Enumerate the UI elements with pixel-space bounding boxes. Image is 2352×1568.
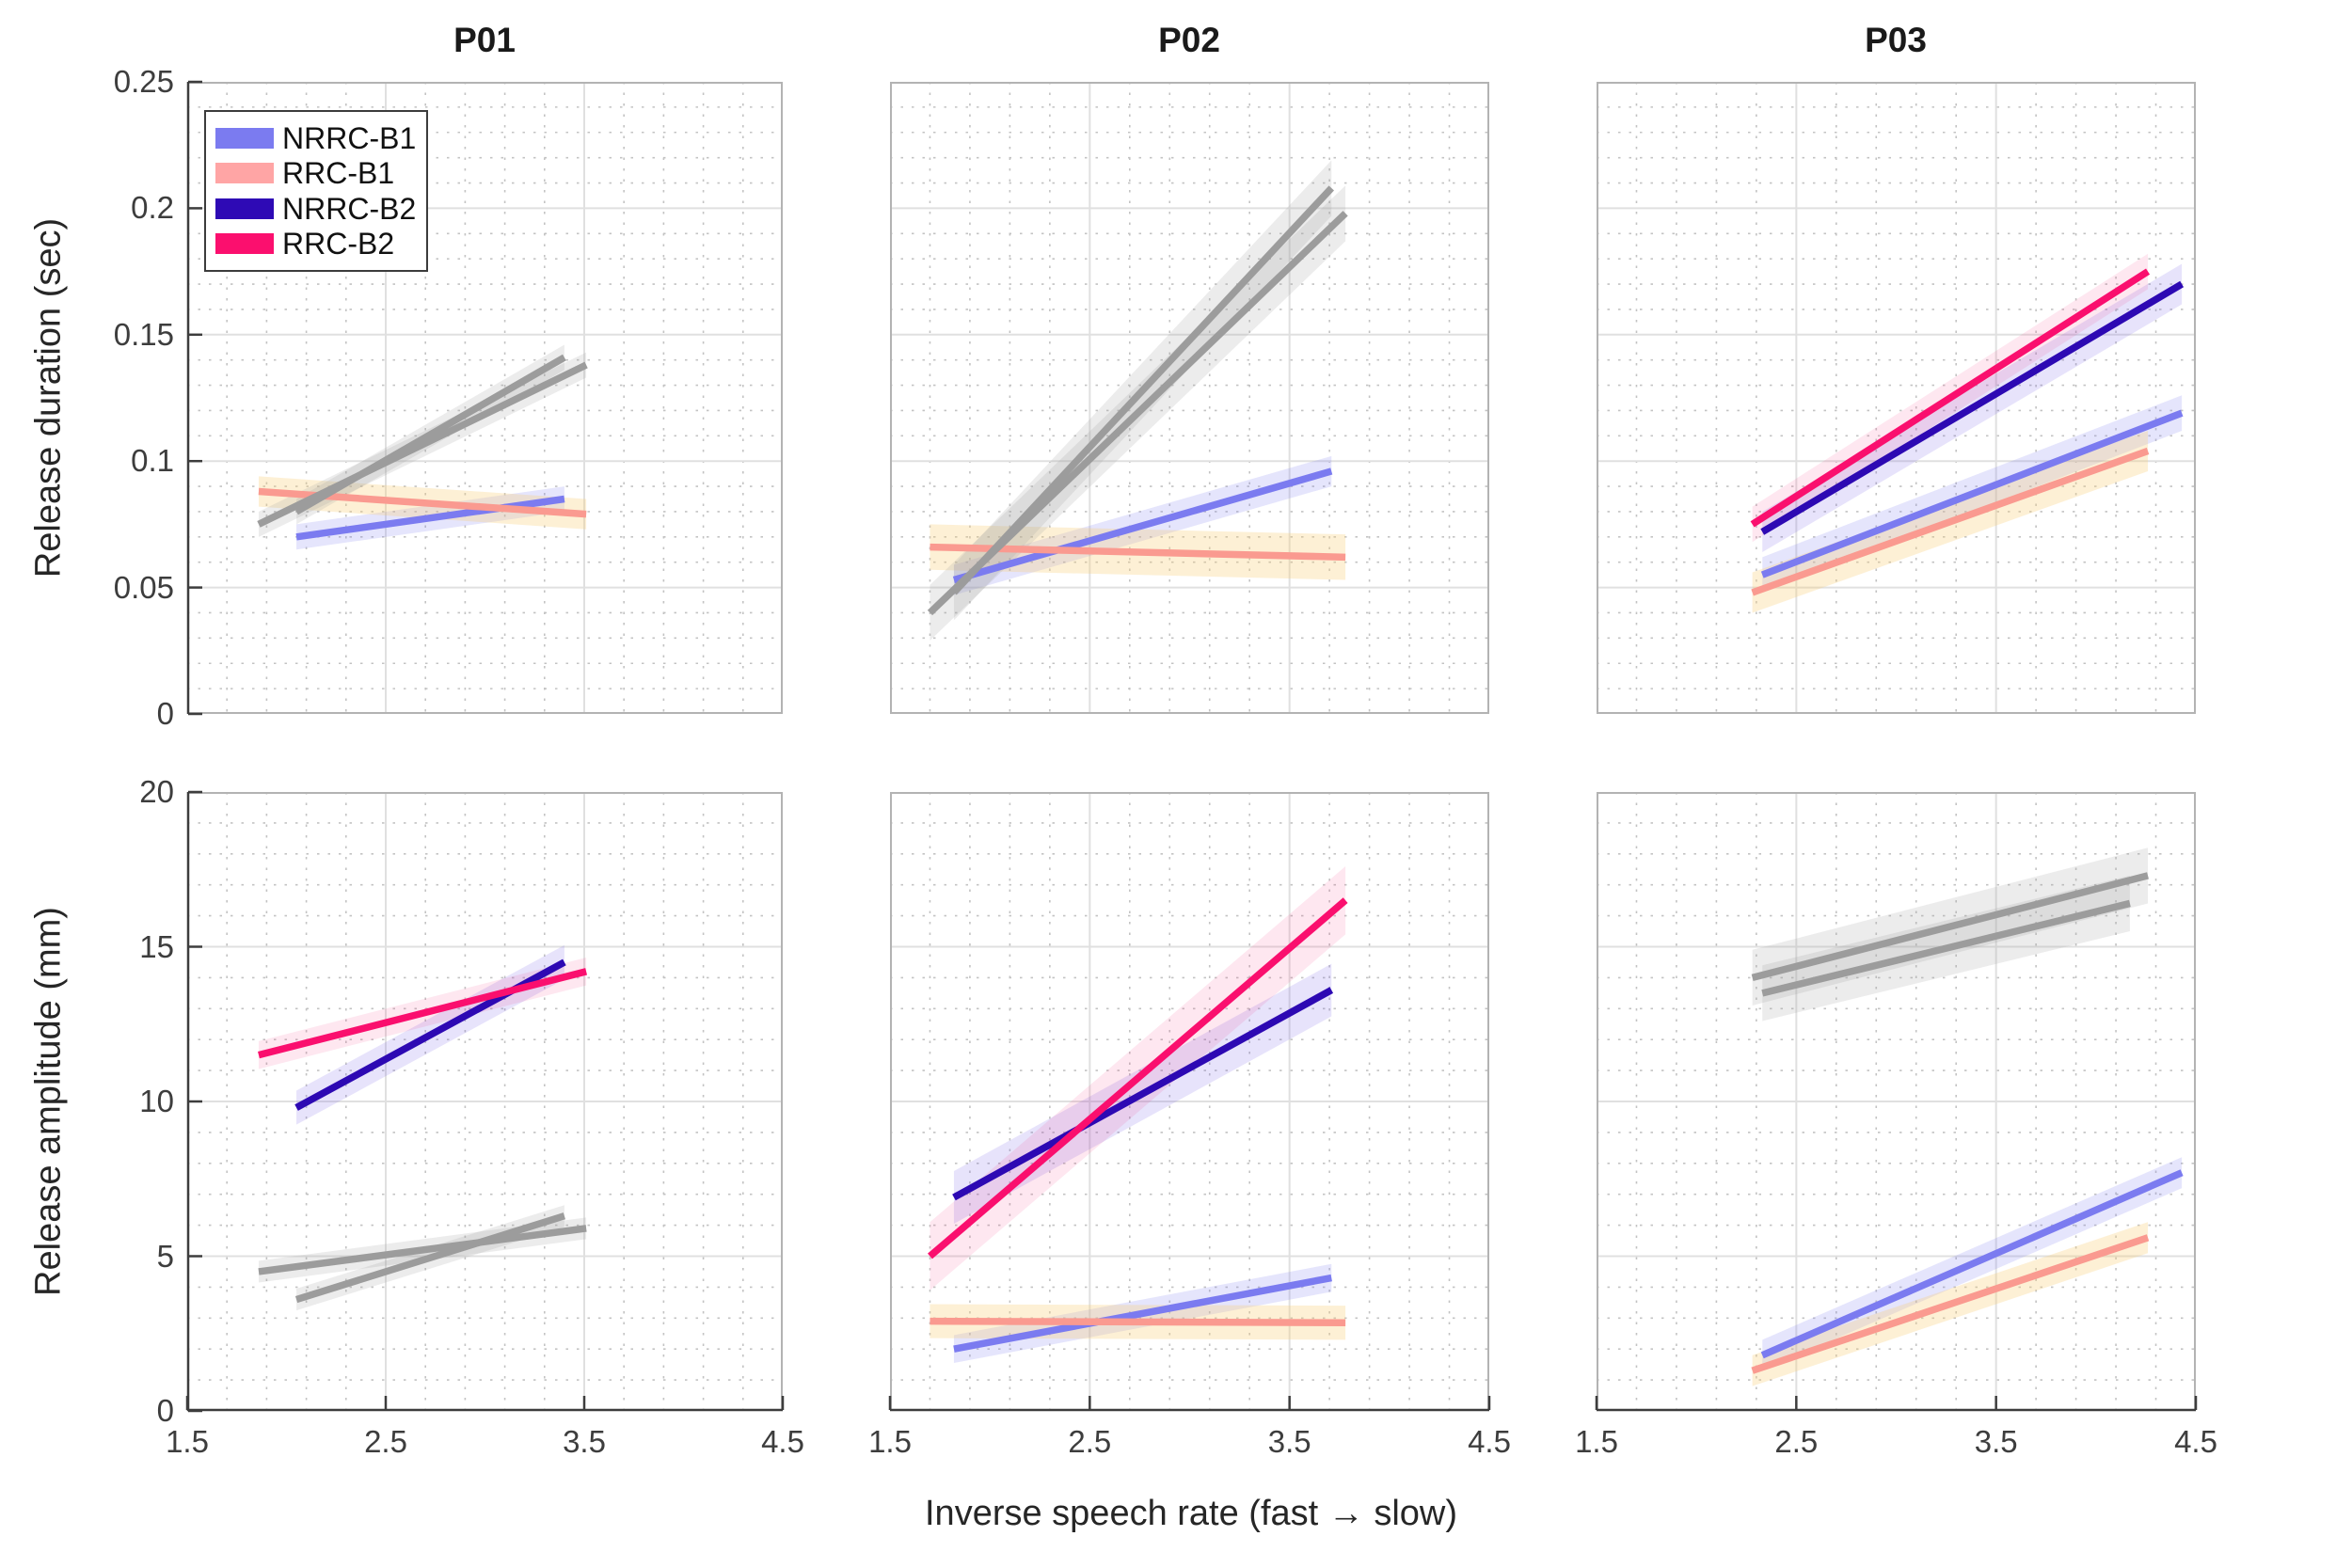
panel-title-p03: P03	[1865, 21, 1927, 59]
x-tick-label: 2.5	[364, 1424, 407, 1459]
y-tick-label-duration: 0	[156, 696, 174, 731]
x-axis-label: Inverse speech rate (fast → slow)	[925, 1494, 1457, 1533]
panel-p02-amplitude	[888, 792, 1491, 1412]
x-tick-label: 1.5	[1575, 1424, 1618, 1459]
x-tick-label: 4.5	[1468, 1424, 1511, 1459]
y-tick-label-duration: 0.25	[113, 64, 174, 99]
legend-swatch-rrc-b1	[215, 163, 274, 184]
y-tick-label-amplitude: 5	[156, 1238, 174, 1274]
legend-label: RRC-B2	[282, 227, 395, 261]
panel-p01-duration	[186, 80, 783, 716]
x-tick-label: 4.5	[761, 1424, 804, 1459]
legend-swatch-nrrc-b2	[215, 198, 274, 219]
legend-swatch-rrc-b2	[215, 233, 274, 255]
y-tick-label-amplitude: 0	[156, 1393, 174, 1428]
panel-p02-duration	[890, 82, 1489, 714]
y-axis-label-duration: Release duration (sec)	[28, 217, 69, 578]
y-tick-label-duration: 0.1	[131, 443, 174, 479]
x-tick-label: 3.5	[563, 1424, 606, 1459]
legend-swatch-nrrc-b1	[215, 127, 274, 149]
x-tick-label: 4.5	[2174, 1424, 2217, 1459]
y-tick-label-amplitude: 15	[139, 928, 174, 964]
panel-p01-amplitude	[185, 790, 785, 1413]
legend-label: NRRC-B1	[282, 120, 417, 155]
y-tick-label-amplitude: 10	[139, 1084, 174, 1118]
legend-label: RRC-B1	[282, 156, 395, 191]
legend-label: NRRC-B2	[282, 191, 417, 226]
panel-title-p02: P02	[1158, 21, 1220, 59]
x-tick-label: 3.5	[1267, 1424, 1311, 1459]
x-tick-label: 3.5	[1974, 1424, 2018, 1459]
x-tick-label: 1.5	[868, 1424, 912, 1459]
legend-entry-rrc-b2: RRC-B2	[215, 227, 413, 262]
y-axis-label-amplitude: Release amplitude (mm)	[28, 907, 69, 1296]
x-tick-label: 1.5	[166, 1424, 209, 1459]
x-tick-label: 2.5	[1774, 1424, 1819, 1459]
y-tick-label-duration: 0.15	[113, 316, 174, 352]
legend: NRRC-B1 RRC-B1 NRRC-B2 RRC-B2	[204, 110, 428, 272]
y-tick-label-duration: 0.2	[131, 190, 174, 226]
legend-entry-rrc-b1: RRC-B1	[215, 156, 413, 192]
legend-entry-nrrc-b2: NRRC-B2	[215, 191, 417, 227]
x-tick-label: 2.5	[1068, 1424, 1112, 1459]
y-tick-label-duration: 0.05	[113, 569, 174, 605]
y-tick-label-amplitude: 20	[139, 774, 174, 809]
panel-p03-amplitude	[1595, 792, 2198, 1412]
panel-title-p01: P01	[453, 21, 516, 59]
legend-entry-nrrc-b1: NRRC-B1	[215, 120, 417, 156]
panel-p03-duration	[1597, 82, 2196, 714]
